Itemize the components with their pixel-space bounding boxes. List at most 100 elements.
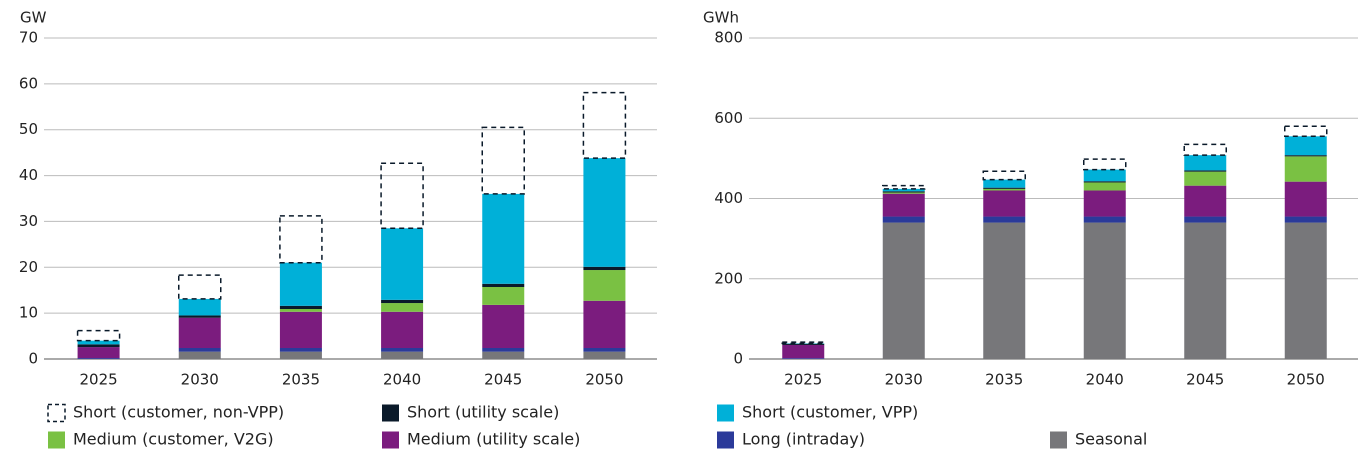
bar-segment — [983, 187, 1026, 189]
x-tick-label: 2035 — [985, 371, 1023, 389]
bar-segment — [781, 341, 825, 345]
bar-segment — [1083, 181, 1126, 183]
bar-segment — [582, 91, 627, 159]
bar-segment — [482, 304, 525, 348]
bar-segment — [381, 299, 424, 304]
bar-segment — [481, 126, 525, 195]
bar-segment — [1083, 190, 1126, 217]
bar-segment — [1083, 158, 1127, 171]
x-tick-label: 2045 — [484, 371, 522, 389]
y-tick-label: 600 — [714, 109, 743, 127]
bar-segment — [882, 192, 925, 194]
bar-segment — [1184, 155, 1227, 171]
bar-segment — [1083, 182, 1126, 191]
bar-segment — [279, 311, 322, 348]
bar-segment — [1284, 156, 1327, 182]
legend-swatch — [48, 431, 65, 449]
bar-segment — [583, 300, 626, 348]
bar-segment — [1184, 185, 1227, 217]
bar-segment — [77, 340, 120, 345]
legend-swatch — [717, 404, 734, 422]
y-tick-label: 800 — [714, 29, 743, 47]
x-tick-label: 2050 — [1287, 371, 1325, 389]
x-tick-label: 2040 — [1086, 371, 1124, 389]
legend-label: Medium (utility scale) — [407, 430, 580, 449]
bar-segment — [482, 351, 525, 359]
y-tick-label: 60 — [19, 74, 38, 92]
x-tick-label: 2030 — [885, 371, 923, 389]
bar-segment — [279, 305, 322, 310]
bar-segment — [983, 190, 1026, 217]
bar-segment — [583, 158, 626, 267]
legend-label: Short (utility scale) — [407, 403, 559, 422]
y-tick-label: 200 — [714, 269, 743, 287]
bar-segment — [77, 358, 120, 359]
bar-segment — [1284, 125, 1328, 138]
legend-label: Medium (customer, V2G) — [73, 430, 274, 449]
bar-segment — [279, 351, 322, 359]
bar-segment — [279, 215, 323, 264]
legend-label: Seasonal — [1075, 430, 1147, 449]
bar-segment — [882, 191, 925, 193]
bar-segment — [882, 193, 925, 217]
bar-segment — [178, 298, 221, 316]
bar-segment — [983, 179, 1026, 188]
bar-segment — [482, 347, 525, 352]
legend-label: Short (customer, VPP) — [742, 403, 918, 422]
y-tick-label: 0 — [28, 350, 38, 368]
bar-segment — [482, 193, 525, 284]
bar-segment — [583, 351, 626, 359]
legend-swatch — [717, 431, 734, 449]
bar-segment — [983, 222, 1026, 359]
bar-segment — [782, 343, 825, 345]
bar-segment — [178, 315, 221, 318]
bar-segment — [583, 347, 626, 352]
bar-segment — [782, 358, 825, 359]
bar-segment — [279, 347, 322, 352]
bar-segment — [381, 311, 424, 348]
y-tick-label: 50 — [19, 120, 38, 138]
x-tick-label: 2050 — [585, 371, 623, 389]
bar-segment — [1284, 136, 1327, 156]
bar-segment — [1184, 216, 1227, 223]
bar-segment — [381, 228, 424, 300]
bar-segment — [178, 317, 221, 348]
y-tick-label: 70 — [19, 29, 38, 47]
bar-segment — [982, 170, 1026, 181]
bar-segment — [583, 270, 626, 301]
y-tick-label: 400 — [714, 189, 743, 207]
legend-swatch — [1050, 431, 1067, 449]
bar-segment — [1284, 222, 1327, 359]
bar-segment — [782, 344, 825, 359]
bar-segment — [77, 344, 120, 348]
bar-segment — [882, 222, 925, 359]
bar-segment — [983, 188, 1026, 191]
y-tick-label: 0 — [733, 350, 743, 368]
bar-segment — [1184, 171, 1227, 186]
y-unit-label: GW — [20, 9, 47, 27]
legend-swatch — [47, 403, 66, 423]
bar-segment — [1284, 155, 1327, 157]
bar-segment — [279, 309, 322, 312]
x-tick-label: 2030 — [181, 371, 219, 389]
bar-segment — [381, 303, 424, 312]
legend-swatch — [382, 404, 399, 422]
bar-segment — [1183, 143, 1227, 156]
bar-segment — [482, 283, 525, 288]
bar-segment — [1083, 169, 1126, 182]
legend-label: Short (customer, non-VPP) — [73, 403, 284, 422]
bar-segment — [1284, 181, 1327, 217]
bar-segment — [178, 347, 221, 352]
bar-segment — [380, 162, 424, 230]
y-tick-label: 30 — [19, 212, 38, 230]
bar-segment — [882, 184, 926, 190]
y-tick-label: 10 — [19, 304, 38, 322]
x-tick-label: 2045 — [1186, 371, 1224, 389]
bar-segment — [381, 351, 424, 359]
bar-segment — [178, 351, 221, 359]
bar-segment — [1083, 222, 1126, 359]
bar-segment — [583, 266, 626, 271]
x-tick-label: 2025 — [784, 371, 822, 389]
x-tick-label: 2025 — [79, 371, 117, 389]
